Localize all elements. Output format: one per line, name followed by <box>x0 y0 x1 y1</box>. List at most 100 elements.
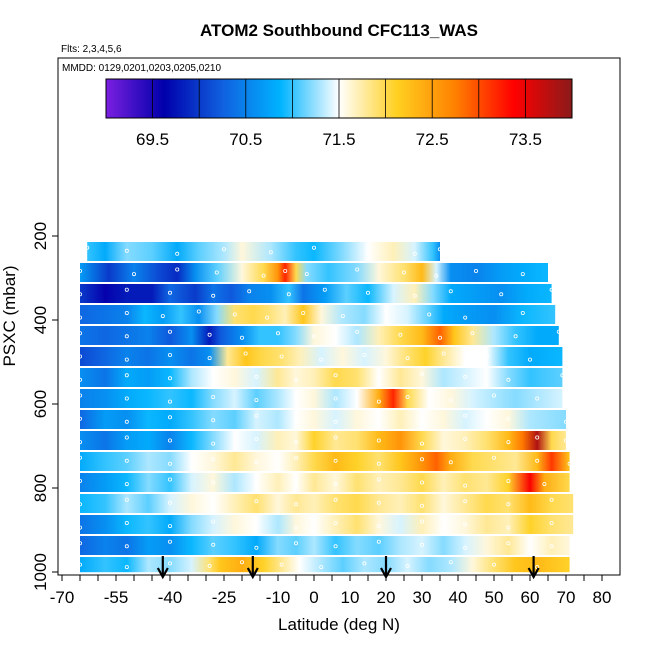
sample-point <box>333 521 338 526</box>
sample-point <box>376 415 381 420</box>
sample-point <box>333 497 338 502</box>
sample-point <box>293 393 298 398</box>
sample-point <box>463 545 468 550</box>
sample-point <box>556 329 561 334</box>
sample-point <box>207 332 212 337</box>
chart-title: ATOM2 Southbound CFC113_WAS <box>200 21 478 40</box>
sample-point <box>319 357 324 362</box>
x-axis-label: Latitude (deg N) <box>278 615 400 634</box>
chart-subtitle-dates: MMDD: 0129,0201,0203,0205,0210 <box>62 63 221 74</box>
sample-point <box>484 354 489 359</box>
sample-point <box>448 289 453 294</box>
sample-point <box>293 502 298 507</box>
sample-point <box>254 522 259 527</box>
sample-point <box>293 455 298 460</box>
sample-point <box>506 541 511 546</box>
sample-point <box>419 503 424 508</box>
sample-point <box>78 478 83 483</box>
colorbar-tick-label: 72.5 <box>416 130 449 149</box>
sample-point <box>319 565 324 570</box>
sample-point <box>167 561 172 566</box>
sample-point <box>167 524 172 529</box>
heat-layer <box>80 347 563 366</box>
sample-point <box>535 435 540 440</box>
sample-point <box>124 373 129 378</box>
sample-point <box>304 272 309 277</box>
x-tick-label: 70 <box>557 588 576 607</box>
x-tick-label: -10 <box>266 588 291 607</box>
sample-point <box>293 541 298 546</box>
sample-point <box>362 561 367 566</box>
surface-arrow <box>380 556 392 580</box>
sample-point <box>261 273 266 278</box>
heat-layer <box>80 431 566 450</box>
x-tick-label: 80 <box>593 588 612 607</box>
sample-point <box>167 329 172 334</box>
sample-point <box>506 440 511 445</box>
surface-markers <box>156 556 540 580</box>
sample-point <box>419 371 424 376</box>
sample-point <box>355 267 360 272</box>
x-tick-label: -55 <box>104 588 129 607</box>
sample-point <box>78 292 83 297</box>
sample-point <box>362 352 367 357</box>
sample-point <box>196 309 201 314</box>
sample-point <box>254 499 259 504</box>
sample-point <box>279 354 284 359</box>
sample-point <box>167 477 172 482</box>
sample-point <box>279 562 284 567</box>
sample-point <box>513 334 518 339</box>
sample-point <box>376 539 381 544</box>
sample-point <box>254 483 259 488</box>
sample-point <box>175 251 180 256</box>
sample-point <box>419 418 424 423</box>
sample-point <box>214 270 219 275</box>
surface-arrow <box>156 556 169 580</box>
heat-layer <box>80 557 570 573</box>
heat-layer <box>80 515 574 534</box>
sample-point <box>376 524 381 529</box>
heat-layer <box>80 389 563 408</box>
sample-point <box>448 460 453 465</box>
sample-point <box>211 293 216 298</box>
sample-point <box>78 315 83 320</box>
sample-point <box>549 287 554 292</box>
sample-point <box>124 334 129 339</box>
sample-point <box>254 374 259 379</box>
sample-point <box>333 373 338 378</box>
sample-point <box>167 352 172 357</box>
colorbar-tick-label: 70.5 <box>229 130 262 149</box>
heatmap-layers <box>80 242 574 573</box>
sample-point <box>124 565 129 570</box>
x-tick-label: 0 <box>309 588 318 607</box>
sample-point <box>535 396 540 401</box>
sample-point <box>437 247 442 252</box>
sample-point <box>124 521 129 526</box>
sample-point <box>506 478 511 483</box>
sample-point <box>535 458 540 463</box>
sample-point <box>427 312 432 317</box>
sample-point <box>412 251 417 256</box>
sample-point <box>286 292 291 297</box>
y-tick-label: 1000 <box>31 553 50 591</box>
sample-point <box>167 539 172 544</box>
sample-point <box>376 376 381 381</box>
sample-point <box>124 544 129 549</box>
sample-point <box>463 413 468 418</box>
sample-point <box>412 293 417 298</box>
sample-point <box>167 399 172 404</box>
sample-point <box>124 357 129 362</box>
sample-point <box>124 396 129 401</box>
sample-point <box>78 331 83 336</box>
sample-point <box>124 248 129 253</box>
sample-point <box>376 461 381 466</box>
sample-point <box>211 418 216 423</box>
sample-point <box>254 398 259 403</box>
sample-point <box>293 416 298 421</box>
x-tick-label: -70 <box>50 588 75 607</box>
sample-point <box>211 519 216 524</box>
sample-point <box>441 351 446 356</box>
sample-point <box>265 315 270 320</box>
sample-point <box>293 440 298 445</box>
sample-point <box>254 460 259 465</box>
